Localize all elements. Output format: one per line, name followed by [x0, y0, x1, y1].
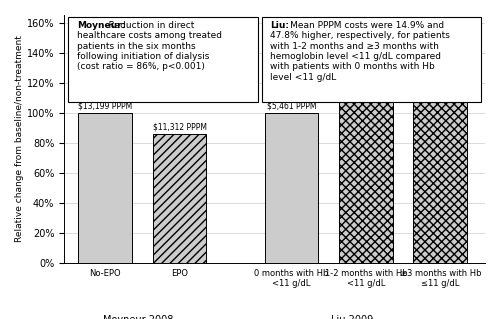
- Text: $13,199 PPPM: $13,199 PPPM: [78, 101, 132, 110]
- Text: Moyneur:: Moyneur:: [78, 21, 126, 30]
- Y-axis label: Relative change from baseline/non-treatment: Relative change from baseline/non-treatm…: [15, 36, 24, 242]
- Bar: [153, 134, 206, 263]
- Text: Liu:: Liu:: [270, 21, 289, 30]
- Text: Liu 2009: Liu 2009: [332, 315, 374, 319]
- Text: $8,070 PPPM: $8,070 PPPM: [416, 30, 465, 39]
- Bar: [264, 113, 318, 263]
- Bar: [339, 90, 392, 263]
- Bar: [78, 113, 132, 263]
- Text: Reduction in direct
healthcare costs among treated
patients in the six months
fo: Reduction in direct healthcare costs amo…: [78, 21, 223, 71]
- Text: $5,461 PPPM: $5,461 PPPM: [266, 101, 316, 110]
- Bar: [414, 41, 467, 263]
- Text: $6,276 PPPM: $6,276 PPPM: [341, 79, 390, 88]
- Text: Moyneur 2008: Moyneur 2008: [102, 315, 173, 319]
- Text: Mean PPPM costs were 14.9% and
47.8% higher, respectively, for patients
with 1-2: Mean PPPM costs were 14.9% and 47.8% hig…: [270, 21, 450, 82]
- Text: $11,312 PPPM: $11,312 PPPM: [152, 122, 206, 131]
